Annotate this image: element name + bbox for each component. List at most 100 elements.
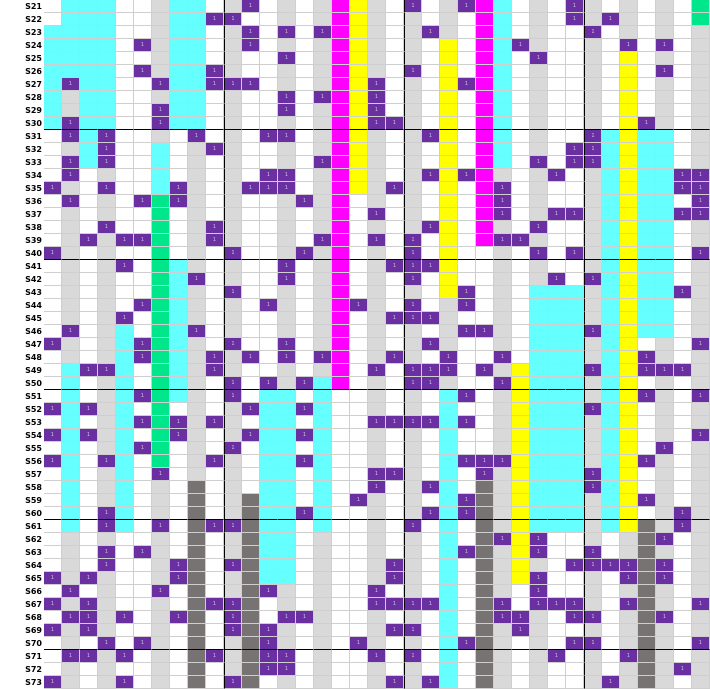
schedule-cell[interactable] [476, 286, 494, 299]
schedule-cell[interactable] [350, 442, 368, 455]
schedule-cell[interactable] [44, 351, 62, 364]
schedule-cell[interactable] [638, 416, 656, 429]
schedule-cell[interactable]: 1 [422, 377, 440, 390]
schedule-cell[interactable] [242, 507, 260, 520]
schedule-cell[interactable] [674, 91, 692, 104]
schedule-cell[interactable] [206, 286, 224, 299]
schedule-cell[interactable] [296, 650, 314, 663]
schedule-cell[interactable] [44, 0, 62, 13]
schedule-cell[interactable] [404, 533, 422, 546]
schedule-cell[interactable] [98, 650, 116, 663]
schedule-cell[interactable] [242, 637, 260, 650]
schedule-cell[interactable] [602, 247, 620, 260]
schedule-cell[interactable] [116, 429, 134, 442]
schedule-cell[interactable] [170, 533, 188, 546]
schedule-cell[interactable] [170, 624, 188, 637]
schedule-cell[interactable] [278, 117, 296, 130]
schedule-cell[interactable] [62, 520, 80, 533]
schedule-cell[interactable] [530, 273, 548, 286]
schedule-cell[interactable]: 1 [260, 637, 278, 650]
schedule-cell[interactable] [206, 195, 224, 208]
schedule-cell[interactable] [458, 559, 476, 572]
schedule-cell[interactable] [476, 429, 494, 442]
schedule-cell[interactable] [638, 39, 656, 52]
schedule-cell[interactable] [512, 325, 530, 338]
schedule-cell[interactable] [386, 169, 404, 182]
schedule-cell[interactable] [332, 390, 350, 403]
schedule-cell[interactable] [242, 663, 260, 676]
schedule-cell[interactable] [566, 299, 584, 312]
schedule-cell[interactable] [674, 338, 692, 351]
schedule-cell[interactable]: 1 [44, 455, 62, 468]
schedule-cell[interactable] [422, 273, 440, 286]
schedule-cell[interactable]: 1 [692, 598, 710, 611]
schedule-cell[interactable] [656, 351, 674, 364]
schedule-cell[interactable] [188, 533, 206, 546]
schedule-cell[interactable] [44, 377, 62, 390]
schedule-cell[interactable] [584, 494, 602, 507]
schedule-cell[interactable] [116, 286, 134, 299]
schedule-cell[interactable] [278, 455, 296, 468]
schedule-cell[interactable] [386, 286, 404, 299]
schedule-cell[interactable] [548, 13, 566, 26]
schedule-cell[interactable] [620, 260, 638, 273]
schedule-cell[interactable] [296, 52, 314, 65]
schedule-cell[interactable] [512, 676, 530, 689]
schedule-cell[interactable]: 1 [80, 650, 98, 663]
schedule-cell[interactable] [332, 546, 350, 559]
schedule-cell[interactable] [638, 26, 656, 39]
schedule-cell[interactable] [278, 572, 296, 585]
schedule-cell[interactable] [566, 221, 584, 234]
schedule-cell[interactable] [692, 351, 710, 364]
schedule-cell[interactable] [602, 624, 620, 637]
schedule-cell[interactable] [530, 676, 548, 689]
schedule-cell[interactable] [260, 481, 278, 494]
schedule-cell[interactable]: 1 [242, 26, 260, 39]
schedule-cell[interactable]: 1 [134, 390, 152, 403]
schedule-cell[interactable] [98, 416, 116, 429]
schedule-cell[interactable] [638, 546, 656, 559]
schedule-cell[interactable] [80, 0, 98, 13]
schedule-cell[interactable]: 1 [548, 208, 566, 221]
schedule-cell[interactable] [242, 234, 260, 247]
schedule-cell[interactable] [476, 39, 494, 52]
schedule-cell[interactable] [620, 169, 638, 182]
schedule-cell[interactable]: 1 [584, 364, 602, 377]
schedule-cell[interactable] [656, 429, 674, 442]
schedule-cell[interactable]: 1 [476, 455, 494, 468]
schedule-cell[interactable] [296, 442, 314, 455]
schedule-cell[interactable]: 1 [458, 325, 476, 338]
schedule-cell[interactable] [278, 143, 296, 156]
schedule-cell[interactable] [224, 663, 242, 676]
schedule-cell[interactable] [386, 91, 404, 104]
schedule-cell[interactable]: 1 [368, 234, 386, 247]
schedule-cell[interactable] [638, 520, 656, 533]
schedule-cell[interactable]: 1 [44, 572, 62, 585]
schedule-cell[interactable] [260, 598, 278, 611]
schedule-cell[interactable] [368, 312, 386, 325]
schedule-cell[interactable] [98, 533, 116, 546]
schedule-cell[interactable] [242, 104, 260, 117]
schedule-cell[interactable]: 1 [170, 416, 188, 429]
schedule-cell[interactable] [134, 143, 152, 156]
schedule-cell[interactable] [62, 663, 80, 676]
schedule-cell[interactable]: 1 [224, 390, 242, 403]
schedule-cell[interactable]: 1 [692, 338, 710, 351]
schedule-cell[interactable] [620, 377, 638, 390]
schedule-cell[interactable] [332, 468, 350, 481]
schedule-cell[interactable] [206, 0, 224, 13]
schedule-cell[interactable] [638, 169, 656, 182]
schedule-cell[interactable] [530, 26, 548, 39]
schedule-cell[interactable] [260, 455, 278, 468]
schedule-cell[interactable] [692, 130, 710, 143]
schedule-cell[interactable] [620, 182, 638, 195]
schedule-cell[interactable] [350, 130, 368, 143]
schedule-cell[interactable] [530, 611, 548, 624]
schedule-cell[interactable] [296, 234, 314, 247]
schedule-cell[interactable]: 1 [314, 91, 332, 104]
schedule-cell[interactable]: 1 [368, 468, 386, 481]
schedule-cell[interactable] [674, 117, 692, 130]
schedule-cell[interactable] [296, 78, 314, 91]
schedule-cell[interactable] [440, 169, 458, 182]
schedule-cell[interactable] [656, 299, 674, 312]
